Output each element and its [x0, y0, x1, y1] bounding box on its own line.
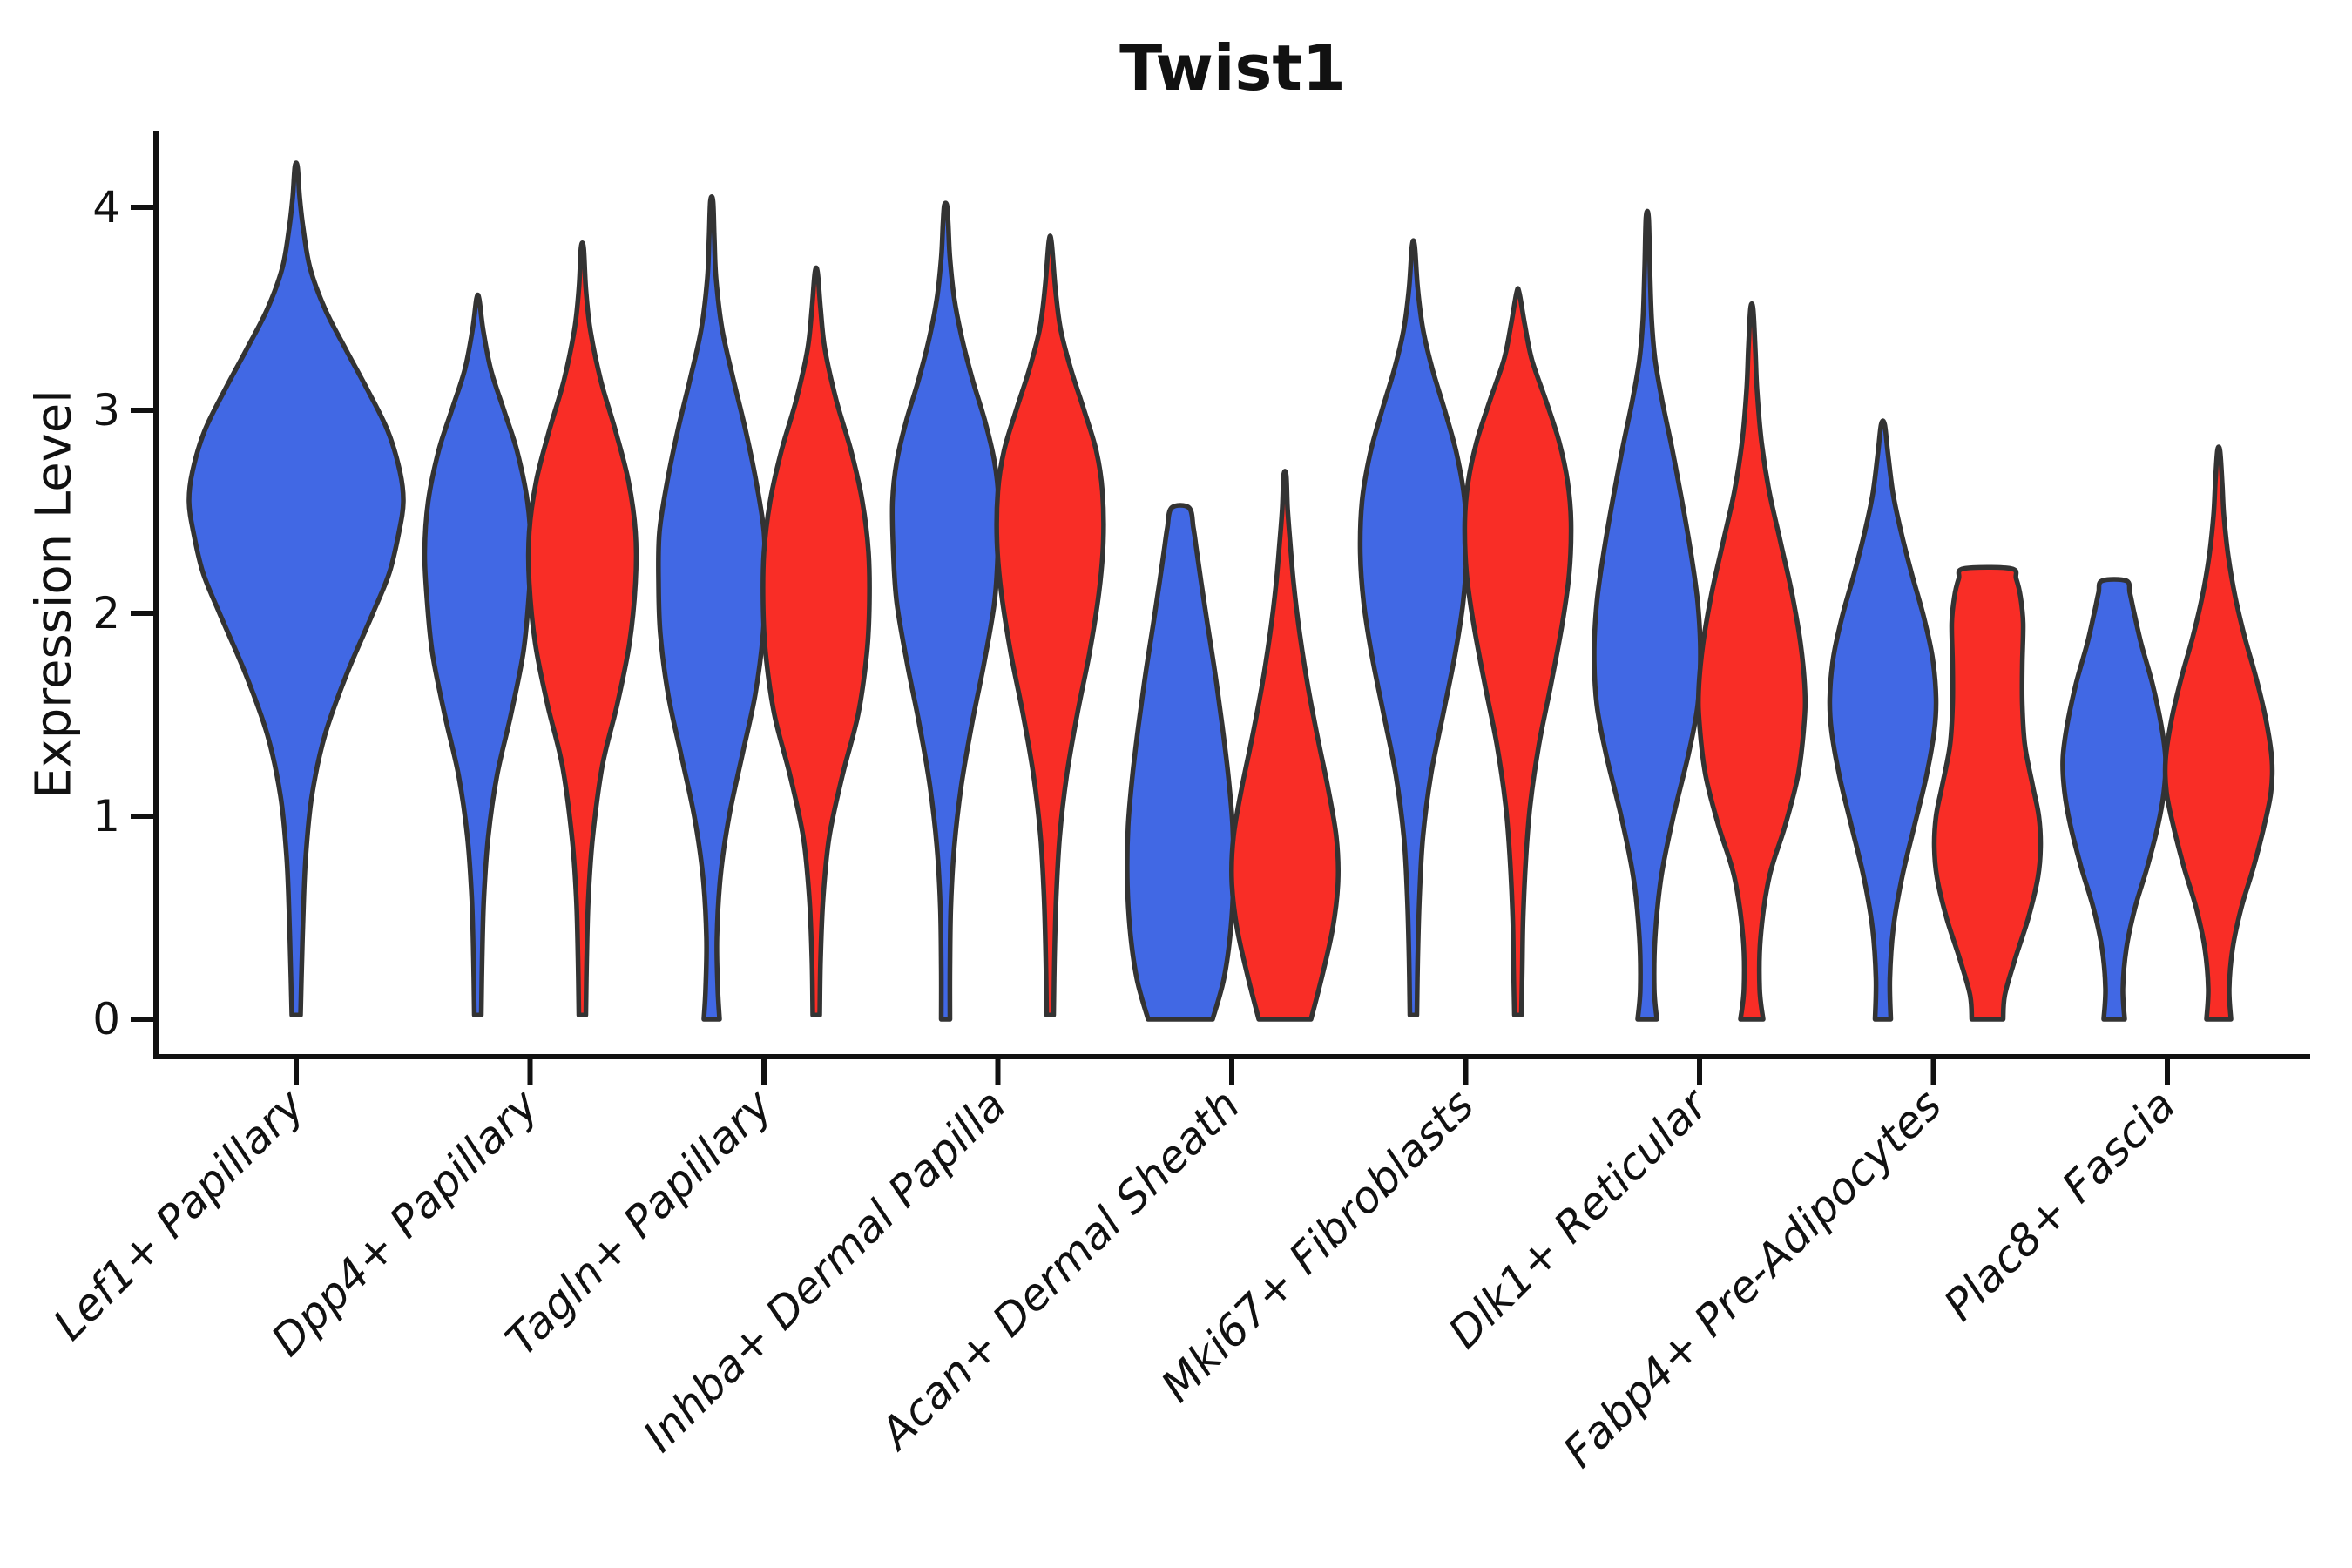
- x-category-label-fabp4-pre-adipocytes: Fabp4+ Pre-Adipocytes: [1553, 1079, 1951, 1477]
- violins-layer: [186, 160, 2275, 1022]
- violin-mki67-fibroblasts-right: [1462, 286, 1574, 1018]
- violin-inhba-dermal-papilla-left: [889, 200, 1002, 1022]
- y-axis-label: Expression Level: [25, 389, 83, 799]
- violin-inhba-dermal-papilla-right: [994, 233, 1106, 1018]
- violin-fabp4-pre-adipocytes-left: [1827, 418, 1939, 1022]
- y-tick-label-1: 1: [92, 791, 120, 841]
- y-tick-label-2: 2: [92, 588, 120, 639]
- x-category-label-lef1-papillary: Lef1+ Papillary: [44, 1078, 314, 1349]
- violin-acan-dermal-sheath-right: [1228, 469, 1342, 1022]
- violin-acan-dermal-sheath-left: [1125, 503, 1236, 1022]
- violin-dpp4-papillary-right: [525, 240, 639, 1018]
- y-tick-label-3: 3: [92, 385, 120, 436]
- violin-plac8-fascia-left: [2060, 577, 2168, 1022]
- x-category-label-dlk1-reticular: Dlk1+ Reticular: [1439, 1078, 1720, 1358]
- violin-dlk1-reticular-right: [1695, 301, 1808, 1022]
- violin-plac8-fascia-right: [2162, 444, 2275, 1022]
- page-title: Twist1: [1119, 31, 1346, 105]
- y-tick-label-4: 4: [92, 182, 120, 233]
- y-tick-label-0: 0: [92, 994, 120, 1044]
- violin-lef1-papillary-single: [186, 160, 406, 1018]
- x-category-label-plac8-fascia: Plac8+ Fascia: [1935, 1079, 2186, 1330]
- violin-fabp4-pre-adipocytes-right: [1931, 564, 2044, 1022]
- violin-tagln-papillary-left: [656, 194, 767, 1022]
- violin-dpp4-papillary-left: [422, 292, 534, 1018]
- violin-mki67-fibroblasts-left: [1357, 238, 1470, 1018]
- violin-dlk1-reticular-left: [1592, 208, 1703, 1022]
- violin-tagln-papillary-right: [760, 265, 872, 1018]
